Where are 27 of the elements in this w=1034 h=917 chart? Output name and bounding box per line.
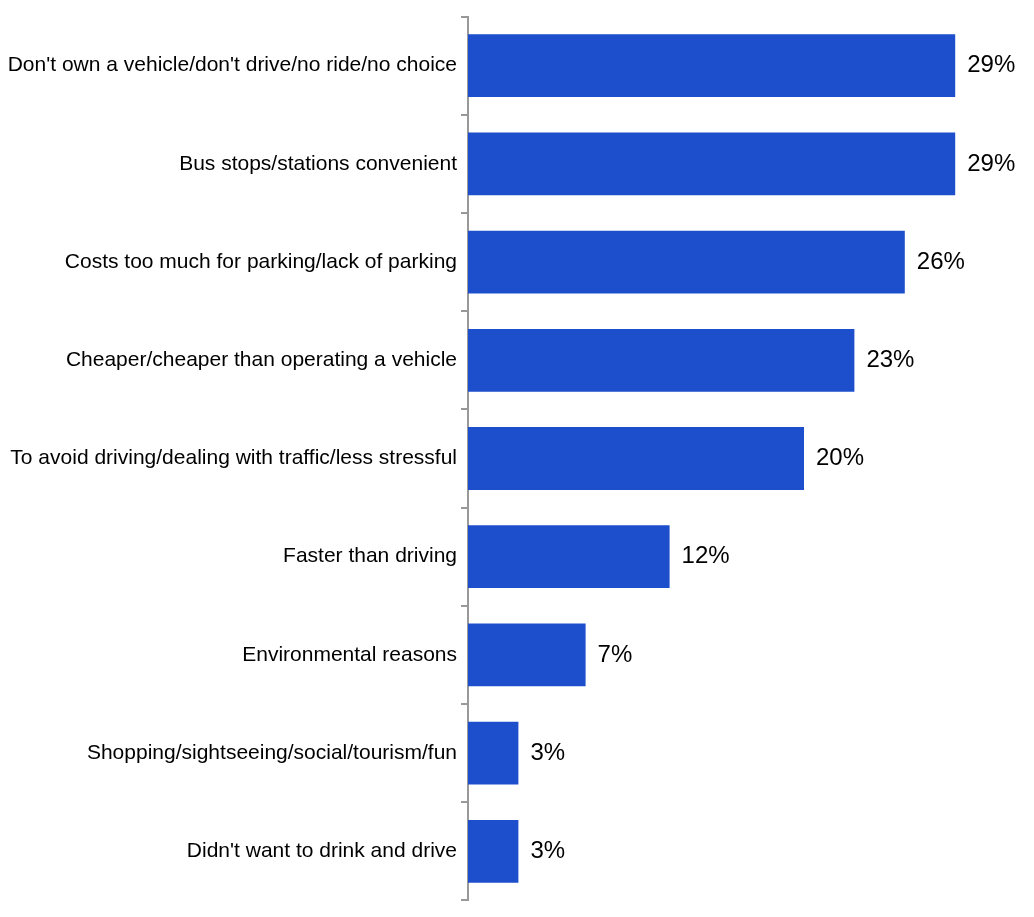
bar (468, 525, 670, 589)
bar (468, 623, 586, 687)
bar (468, 132, 956, 196)
bar (468, 721, 519, 785)
data-label: 12% (681, 541, 730, 569)
bar (468, 230, 905, 294)
y-tick-label: Faster than driving (283, 543, 457, 567)
y-tick-label: Costs too much for parking/lack of parking (64, 248, 457, 272)
bar (468, 34, 956, 98)
data-label: 7% (597, 639, 633, 667)
y-tick-label: Don't own a vehicle/don't drive/no ride/no choice (7, 52, 457, 76)
bar (468, 819, 519, 883)
data-label: 29% (967, 50, 1016, 78)
bar (468, 427, 804, 490)
y-tick-label: Cheaper/cheaper than operating a vehicle (65, 347, 457, 371)
bar (468, 328, 855, 392)
y-tick-label: Environmental reasons (242, 641, 457, 665)
data-label: 29% (967, 148, 1016, 176)
data-label: 3% (530, 835, 566, 863)
y-tick-label: Shopping/sightseeing/social/tourism/fun (86, 739, 457, 763)
data-label: 3% (530, 737, 566, 765)
y-tick-label: Didn't want to drink and drive (186, 838, 457, 862)
y-tick-label: Bus stops/stations convenient (179, 150, 458, 174)
data-label: 26% (916, 246, 965, 274)
data-label: 23% (866, 344, 915, 372)
data-label: 20% (816, 443, 865, 471)
y-tick-label: To avoid driving/dealing with traffic/less stressful (10, 445, 457, 469)
